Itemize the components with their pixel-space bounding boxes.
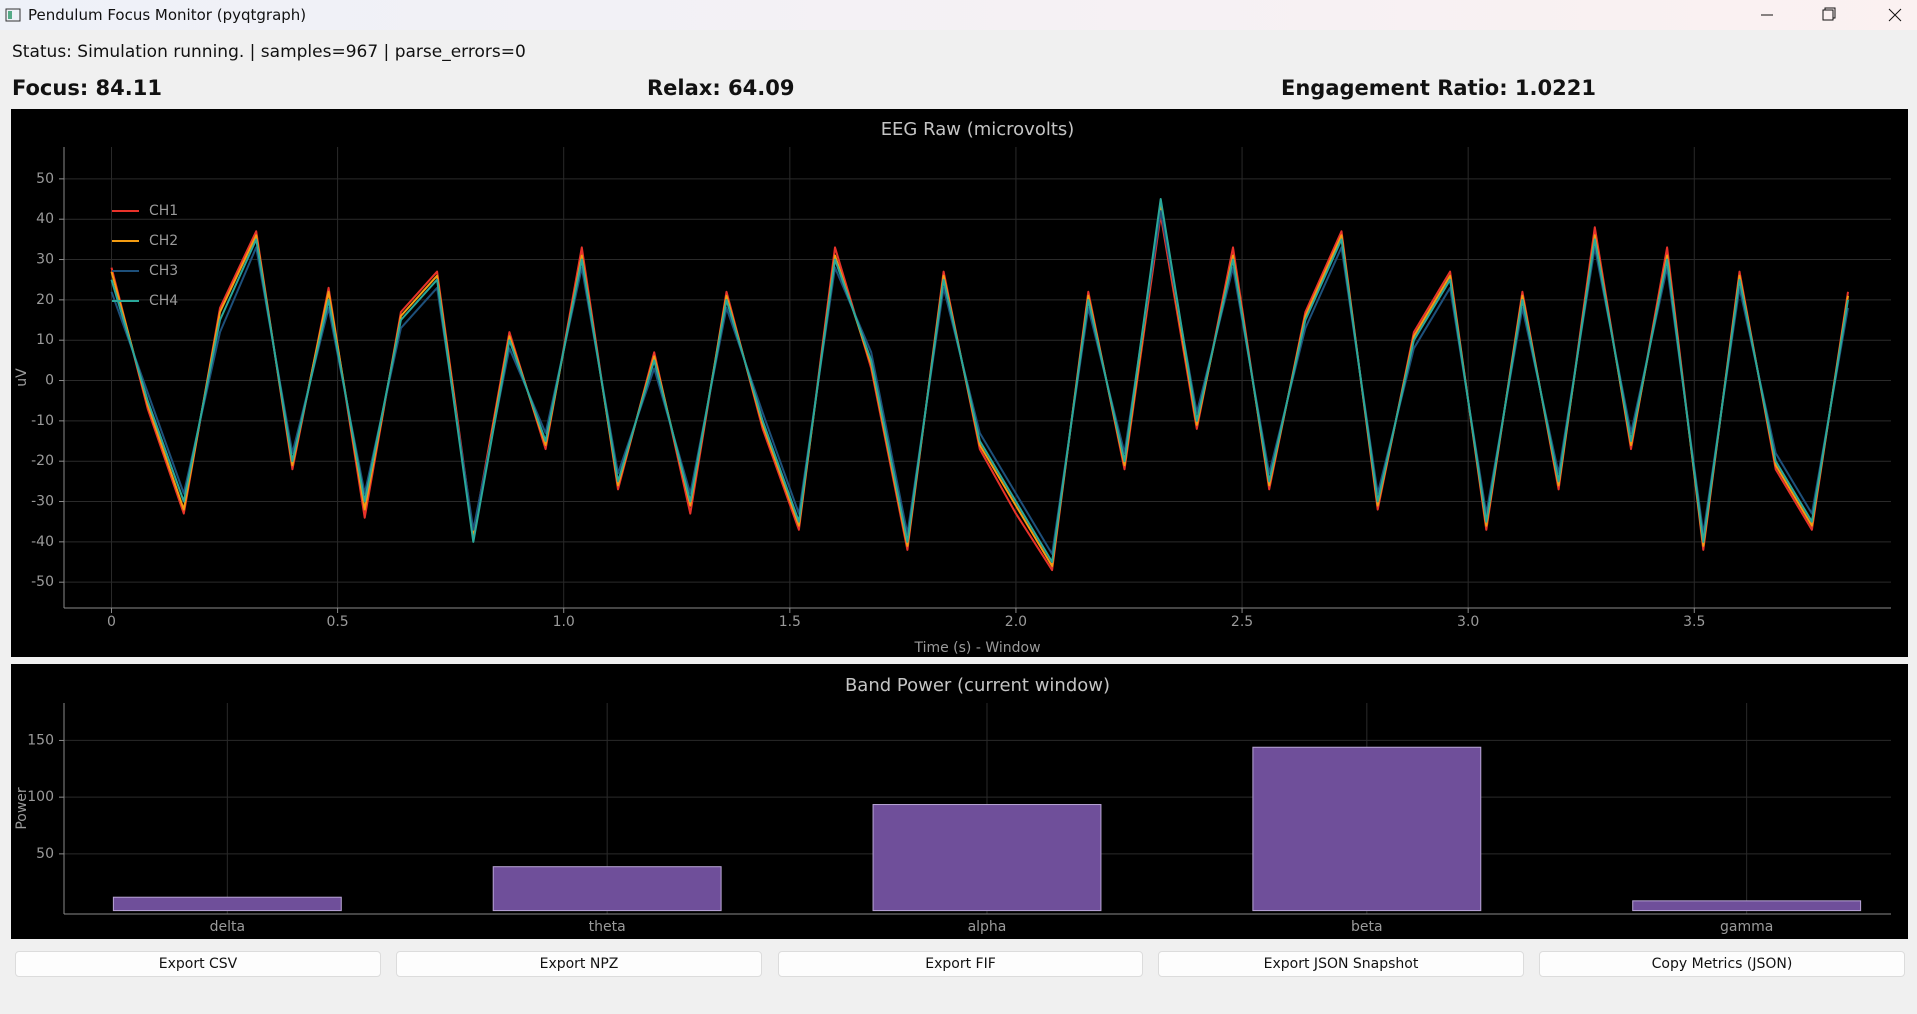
x-axis-label: Time (s) - Window: [913, 640, 1040, 656]
y-tick-label: 150: [27, 732, 54, 748]
y-axis-label: uV: [14, 368, 30, 387]
chart-title: EEG Raw (microvolts): [881, 119, 1075, 140]
copy-metrics-button[interactable]: Copy Metrics (JSON): [1539, 951, 1905, 977]
close[interactable]: [1888, 8, 1902, 22]
title-bar: Pendulum Focus Monitor (pyqtgraph): [0, 0, 1917, 30]
x-tick-label: theta: [589, 919, 626, 935]
x-tick-label: 2.0: [1005, 614, 1027, 630]
bar: [1632, 900, 1862, 912]
x-tick-label: gamma: [1720, 919, 1773, 935]
y-tick-label: -20: [31, 453, 54, 469]
eeg-chart: EEG Raw (microvolts) Time (s) - Window uV -…: [11, 109, 1908, 657]
window-controls: [1761, 7, 1902, 22]
x-tick-label: delta: [210, 919, 245, 935]
y-tick-label: -10: [31, 413, 54, 429]
bar: [112, 896, 342, 912]
legend-label: CH3: [149, 263, 178, 279]
export-csv-button[interactable]: Export CSV: [15, 951, 381, 977]
y-tick-label: -50: [31, 574, 54, 590]
export-npz-button[interactable]: Export NPZ: [396, 951, 762, 977]
eeg-line: [110, 206, 1849, 568]
y-tick-label: 40: [36, 211, 54, 227]
x-tick-label: 0: [107, 614, 116, 630]
x-tick-label: 3.5: [1683, 614, 1705, 630]
status-text: Status: Simulation running. | samples=96…: [12, 42, 526, 62]
y-tick-label: 10: [36, 332, 54, 348]
export-fif-button[interactable]: Export FIF: [778, 951, 1143, 977]
y-tick-label: 50: [36, 171, 54, 187]
focus-metric: Focus: 84.11: [12, 76, 162, 100]
export-json-button[interactable]: Export JSON Snapshot: [1158, 951, 1524, 977]
legend-label: CH4: [149, 293, 178, 309]
legend-label: CH2: [149, 233, 178, 249]
eeg-line: [110, 210, 1849, 555]
engagement-metric: Engagement Ratio: 1.0221: [1281, 76, 1596, 100]
x-tick-label: 1.5: [779, 614, 801, 630]
x-tick-label: 2.5: [1231, 614, 1253, 630]
app-icon: [5, 8, 21, 22]
x-tick-label: 0.5: [326, 614, 348, 630]
y-tick-label: 100: [27, 789, 54, 805]
y-tick-label: -40: [31, 534, 54, 550]
y-tick-label: 20: [36, 292, 54, 308]
x-tick-label: alpha: [968, 919, 1007, 935]
bar: [492, 866, 722, 912]
legend-label: CH1: [149, 203, 178, 219]
eeg-line: [110, 214, 1849, 572]
y-tick-label: 30: [36, 252, 54, 268]
y-tick-label: -30: [31, 494, 54, 510]
x-tick-label: 1.0: [553, 614, 575, 630]
eeg-line: [110, 198, 1849, 563]
chart-title: Band Power (current window): [845, 675, 1110, 696]
relax-metric: Relax: 64.09: [647, 76, 795, 100]
bar: [872, 804, 1102, 912]
window-title: Pendulum Focus Monitor (pyqtgraph): [28, 6, 307, 24]
y-tick-label: 50: [36, 846, 54, 862]
bar: [1252, 746, 1482, 912]
y-tick-label: 0: [45, 373, 54, 389]
x-tick-label: 3.0: [1457, 614, 1479, 630]
x-tick-label: beta: [1351, 919, 1383, 935]
band-power-chart: Band Power (current window) Power 50 100 150…: [11, 664, 1908, 939]
restore[interactable]: [1822, 9, 1834, 21]
y-axis-label: Power: [14, 787, 30, 830]
